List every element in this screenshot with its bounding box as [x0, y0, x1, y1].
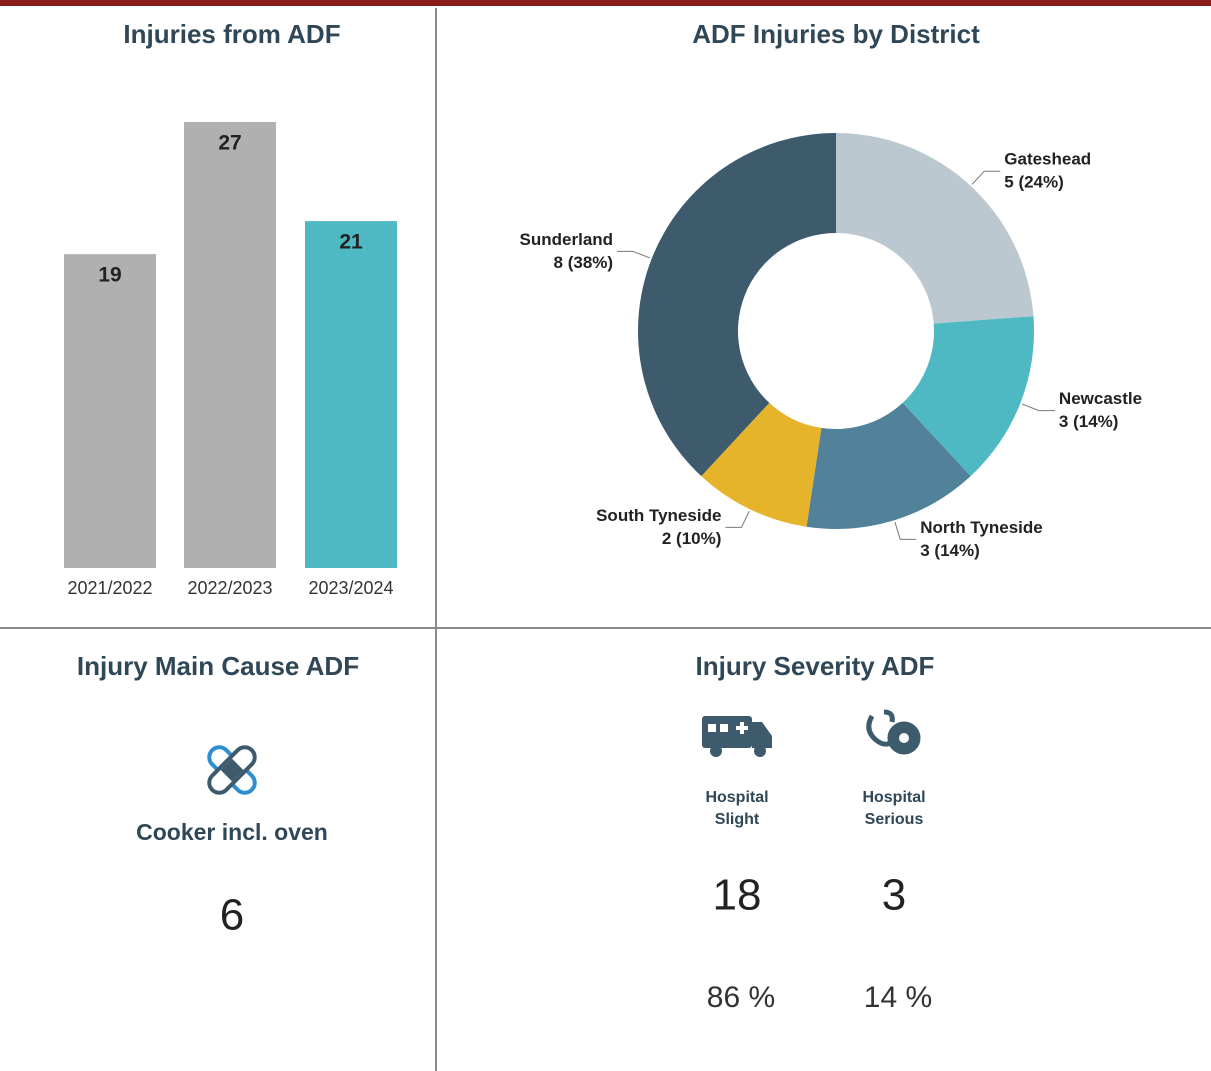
x-tick-label: 2023/2024: [308, 578, 393, 598]
severity-label: Slight: [715, 811, 760, 828]
bar-value-label: 27: [218, 132, 241, 155]
severity-percent: 14 %: [864, 981, 932, 1014]
severity-label: Serious: [865, 811, 924, 828]
bar-value-label: 19: [98, 264, 121, 287]
x-tick-label: 2021/2022: [67, 578, 152, 598]
bar: [305, 221, 397, 568]
stethoscope-icon: [866, 709, 921, 755]
bar-value-label: 21: [339, 231, 363, 254]
panel-title: ADF Injuries by District: [692, 19, 980, 49]
leader-line: [617, 250, 651, 259]
panel-title: Injuries from ADF: [123, 19, 340, 49]
panel-title: Injury Main Cause ADF: [77, 651, 359, 681]
slice-label: Newcastle: [1059, 389, 1142, 408]
bar: [184, 122, 276, 568]
leader-line: [971, 170, 1001, 185]
donut-slice: [836, 133, 1034, 324]
bar: [64, 254, 156, 569]
cause-label: Cooker incl. oven: [136, 819, 328, 845]
slice-value-label: 3 (14%): [1059, 412, 1119, 431]
leader-line: [1021, 403, 1055, 412]
leader-line: [894, 521, 917, 540]
slice-value-label: 5 (24%): [1004, 173, 1064, 192]
donut-slice: [902, 316, 1034, 477]
slice-value-label: 8 (38%): [554, 253, 614, 272]
leader-line: [725, 510, 750, 528]
ambulance-icon: [702, 716, 772, 757]
severity-label: Hospital: [705, 789, 768, 806]
severity-percent: 86 %: [707, 981, 775, 1014]
slice-label: Sunderland: [520, 230, 614, 249]
severity-count: 18: [713, 871, 762, 920]
panel-title: Injury Severity ADF: [696, 651, 935, 681]
slice-label: Gateshead: [1004, 150, 1091, 169]
slice-label: South Tyneside: [596, 506, 721, 525]
severity-count: 3: [882, 871, 906, 920]
donut-slice: [806, 402, 971, 529]
top-border: [0, 0, 1211, 6]
x-tick-label: 2022/2023: [187, 578, 272, 598]
bandage-icon: [207, 745, 257, 795]
slice-value-label: 3 (14%): [920, 541, 980, 560]
donut-slice: [638, 133, 836, 477]
severity-label: Hospital: [862, 789, 925, 806]
cause-count: 6: [220, 891, 244, 940]
slice-label: North Tyneside: [920, 518, 1042, 537]
donut-slice: [701, 402, 822, 527]
slice-value-label: 2 (10%): [662, 529, 722, 548]
